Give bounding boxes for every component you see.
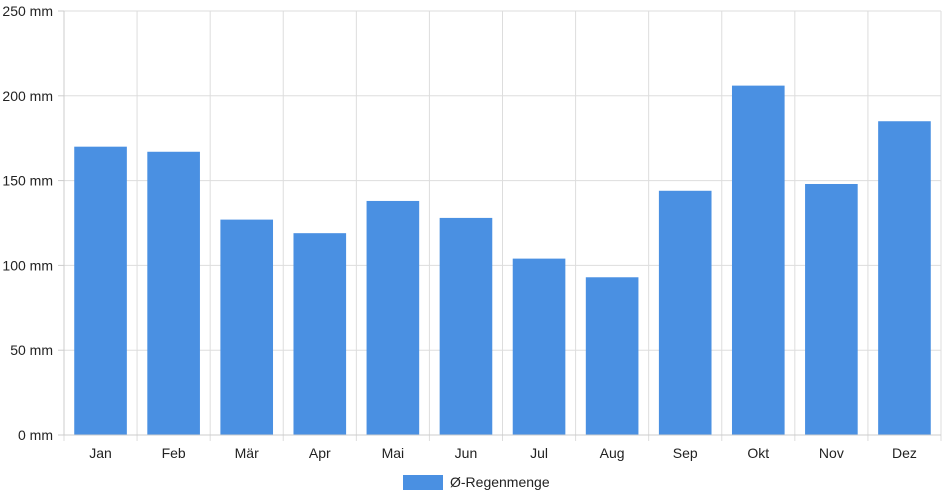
bar-jul[interactable] <box>512 258 566 435</box>
x-tick-label: Mär <box>235 445 259 461</box>
y-tick-label: 50 mm <box>10 342 53 358</box>
bar-feb[interactable] <box>147 151 200 435</box>
bar-mär[interactable] <box>220 219 274 435</box>
x-tick-label: Nov <box>819 445 844 461</box>
x-tick-label: Jan <box>89 445 112 461</box>
x-tick-label: Feb <box>162 445 186 461</box>
y-tick-label: 150 mm <box>2 173 53 189</box>
bar-jan[interactable] <box>74 146 127 435</box>
grid-lines <box>63 10 942 441</box>
y-tick-label: 0 mm <box>18 427 53 443</box>
bars <box>74 85 931 436</box>
x-tick-label: Jun <box>455 445 478 461</box>
bar-aug[interactable] <box>585 277 639 435</box>
x-tick-label: Okt <box>747 445 769 461</box>
legend-label[interactable]: Ø-Regenmenge <box>450 474 550 490</box>
y-tick-label: 200 mm <box>2 88 53 104</box>
x-tick-label: Apr <box>309 445 331 461</box>
x-tick-label: Sep <box>673 445 698 461</box>
y-tick-label: 100 mm <box>2 257 53 273</box>
x-tick-label: Jul <box>530 445 548 461</box>
y-axis: 0 mm 50 mm 100 mm 150 mm 200 mm 250 mm <box>2 3 65 443</box>
x-tick-label: Aug <box>600 445 625 461</box>
bar-apr[interactable] <box>293 233 347 435</box>
legend[interactable]: Ø-Regenmenge <box>403 474 550 490</box>
legend-swatch[interactable] <box>403 475 443 490</box>
x-tick-label: Dez <box>892 445 917 461</box>
bar-okt[interactable] <box>731 85 785 436</box>
x-tick-label: Mai <box>382 445 405 461</box>
bar-jun[interactable] <box>439 217 493 435</box>
bar-sep[interactable] <box>658 190 712 435</box>
x-axis: Jan Feb Mär Apr Mai Jun Jul Aug Sep Okt Nov Dez <box>64 434 941 461</box>
y-tick-label: 250 mm <box>2 3 53 19</box>
bar-nov[interactable] <box>805 183 858 435</box>
bar-mai[interactable] <box>366 200 420 435</box>
bar-dez[interactable] <box>878 121 931 436</box>
